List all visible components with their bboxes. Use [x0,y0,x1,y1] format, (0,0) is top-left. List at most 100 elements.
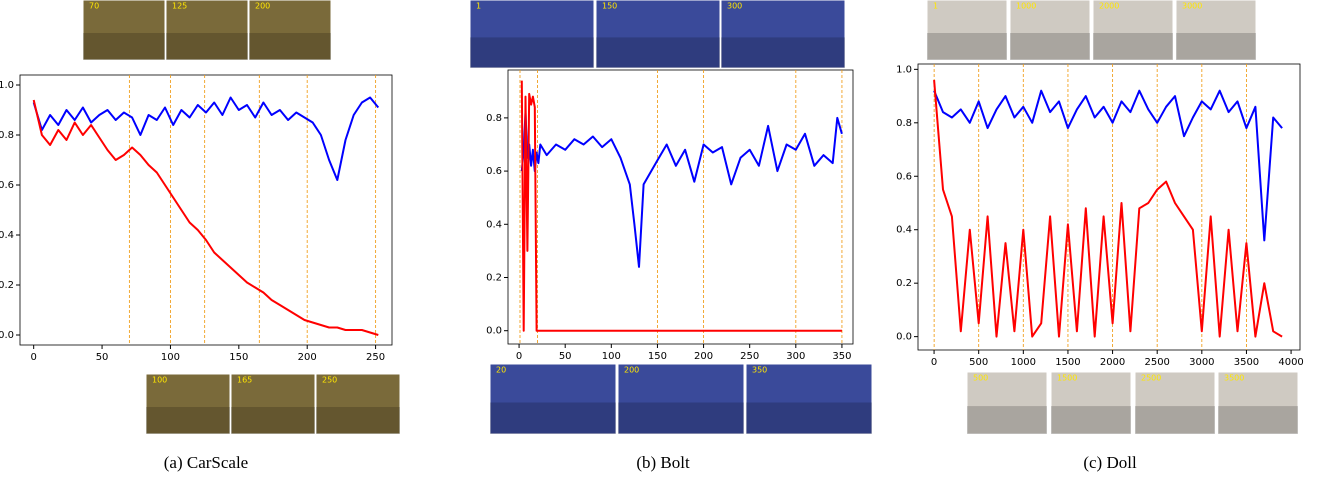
thumb-label: 70 [89,2,99,11]
plot-frame [507,69,854,345]
y-tick-label: 0.6 [486,166,502,177]
thumbnail [720,0,846,69]
thumbnail [230,373,316,435]
thumbnail-ground [470,37,594,68]
series-line [933,79,1283,338]
x-tick-label: 0 [931,357,937,368]
thumbnail-ground [1010,33,1090,60]
y-tick-label: 0.6 [0,180,14,191]
x-tick-label: 50 [96,352,109,363]
thumb-label: 250 [322,376,337,385]
series-line [520,80,842,332]
x-tick-label: 250 [366,352,385,363]
y-tick-label: 1.0 [896,64,912,75]
y-tick-label: 0.0 [0,330,14,341]
y-tick-label: 0.2 [486,272,502,283]
thumb-label: 1 [476,2,481,11]
thumbnail-ground [1176,33,1256,60]
thumb-label: 1 [933,2,938,11]
series-line [32,96,380,181]
thumbnail [745,363,873,435]
thumbnail [1175,0,1257,61]
caption: (a) CarScale [164,453,248,472]
y-tick-label: 0.8 [0,130,14,141]
x-tick-label: 50 [559,351,572,362]
x-tick-label: 1500 [1055,357,1080,368]
x-tick-label: 2500 [1144,357,1169,368]
y-tick-label: 0.4 [896,225,912,236]
y-tick-label: 0.4 [486,219,502,230]
y-tick-label: 0.6 [896,171,912,182]
x-tick-label: 150 [648,351,667,362]
thumbnail-ground [1051,406,1131,434]
thumbnail [1217,371,1299,435]
x-tick-label: 3000 [1189,357,1214,368]
thumbnail-ground [146,407,230,434]
thumb-label: 350 [752,366,767,375]
plot-frame [19,74,393,346]
thumbnail-ground [316,407,400,434]
x-tick-label: 0 [516,351,522,362]
thumbnail-ground [721,37,845,68]
thumb-label: 2500 [1141,374,1161,383]
thumbnail [1092,0,1174,61]
thumb-label: 150 [602,2,617,11]
y-tick-label: 0.2 [0,280,14,291]
plot-frame [917,63,1301,351]
thumbnail-ground [596,37,720,68]
series-line [520,111,843,268]
x-tick-label: 300 [786,351,805,362]
thumbnail-ground [618,402,744,434]
thumb-label: 1000 [1016,2,1036,11]
x-tick-label: 100 [161,352,180,363]
thumbnail [315,373,401,435]
thumbnail [469,0,595,69]
thumbnail [926,0,1008,61]
caption: (b) Bolt [636,453,690,472]
x-tick-label: 250 [740,351,759,362]
x-tick-label: 200 [694,351,713,362]
x-tick-label: 1000 [1011,357,1036,368]
x-tick-label: 0 [30,352,36,363]
thumb-label: 165 [237,376,252,385]
y-tick-label: 0.0 [896,332,912,343]
x-tick-label: 4000 [1278,357,1303,368]
thumbnail [966,371,1048,435]
x-tick-label: 2000 [1100,357,1125,368]
x-tick-label: 350 [832,351,851,362]
thumbnail [595,0,721,69]
thumbnail-ground [231,407,315,434]
thumb-label: 125 [172,2,187,11]
caption: (c) Doll [1083,453,1137,472]
thumb-label: 1500 [1057,374,1077,383]
thumbnail-ground [83,33,165,60]
x-tick-label: 150 [229,352,248,363]
y-tick-label: 0.2 [896,278,912,289]
thumb-label: 100 [152,376,167,385]
thumbnail [145,373,231,435]
thumbnail [165,0,249,61]
thumb-label: 200 [255,2,270,11]
series-line [933,89,1283,242]
thumbnail-ground [1093,33,1173,60]
y-tick-label: 0.8 [486,113,502,124]
thumb-label: 200 [624,366,639,375]
y-tick-label: 0.0 [486,326,502,337]
x-tick-label: 100 [602,351,621,362]
thumbnail-ground [746,402,872,434]
thumbnail [1050,371,1132,435]
thumb-label: 300 [727,2,742,11]
thumbnail [1009,0,1091,61]
thumbnail [617,363,745,435]
thumb-label: 500 [973,374,988,383]
thumbnail-ground [166,33,248,60]
y-tick-label: 1.0 [0,80,14,91]
thumbnail [489,363,617,435]
thumbnail-ground [249,33,331,60]
thumb-label: 3500 [1224,374,1244,383]
thumbnail [1134,371,1216,435]
thumb-label: 3000 [1182,2,1202,11]
thumbnail-ground [1135,406,1215,434]
thumbnail [248,0,332,61]
